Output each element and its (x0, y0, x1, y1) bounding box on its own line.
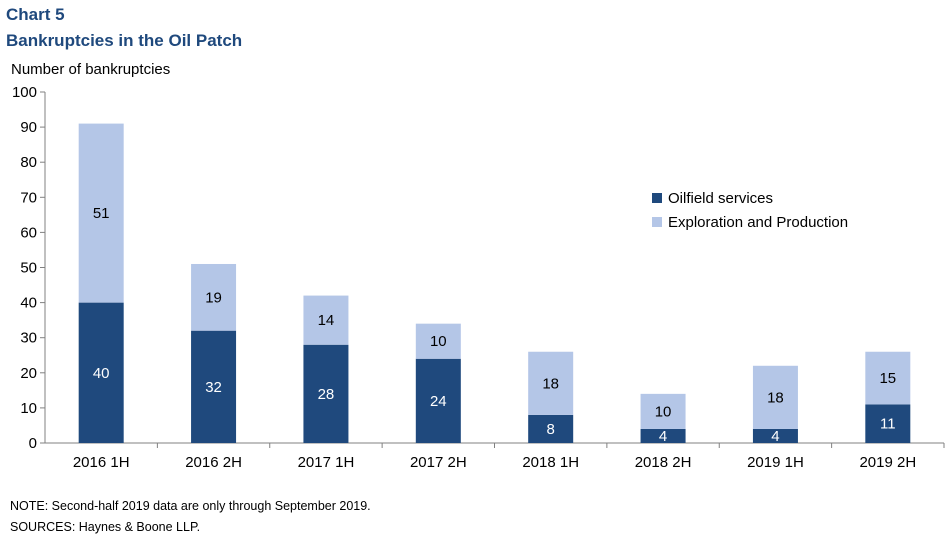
bar-exploration-production (78, 123, 124, 303)
bar-oilfield-services (752, 428, 798, 443)
bar-exploration-production (752, 365, 798, 429)
data-label-oilfield: 11 (880, 416, 896, 433)
bar-exploration-production (303, 295, 349, 345)
data-label-exploration: 19 (205, 289, 222, 306)
x-tick-label: 2016 1H (73, 454, 130, 471)
data-label-oilfield: 40 (93, 365, 110, 382)
data-label-oilfield: 28 (318, 386, 335, 403)
bar-oilfield-services (865, 404, 911, 443)
bar-oilfield-services (415, 358, 461, 443)
x-tick-label: 2017 1H (298, 454, 355, 471)
y-axis-label: Number of bankruptcies (11, 61, 171, 78)
y-tick-label: 60 (20, 224, 37, 241)
legend: Oilfield services Exploration and Produc… (652, 186, 848, 234)
x-tick-label: 2019 2H (859, 454, 916, 471)
bar-exploration-production (640, 393, 686, 429)
y-tick-label: 10 (20, 400, 37, 417)
legend-label-oilfield: Oilfield services (668, 189, 774, 207)
bar-exploration-production (865, 351, 911, 405)
data-label-exploration: 18 (542, 375, 559, 392)
bar-oilfield-services (528, 414, 574, 443)
x-tick-label: 2018 2H (635, 454, 692, 471)
y-tick-label: 70 (20, 189, 37, 206)
data-label-exploration: 18 (767, 389, 784, 406)
data-label-exploration: 51 (93, 205, 110, 222)
x-tick-label: 2019 1H (747, 454, 804, 471)
bar-exploration-production (415, 323, 461, 359)
bar-oilfield-services (191, 330, 237, 443)
chart-label: Chart 5 (6, 5, 65, 24)
x-tick-label: 2018 1H (522, 454, 579, 471)
x-tick-label: 2016 2H (185, 454, 242, 471)
bar-oilfield-services (303, 344, 349, 443)
data-label-oilfield: 4 (659, 428, 667, 445)
bar-exploration-production (191, 263, 237, 331)
y-tick-label: 30 (20, 330, 37, 347)
chart-note: NOTE: Second-half 2019 data are only thr… (10, 499, 371, 513)
legend-item-exploration: Exploration and Production (652, 210, 848, 234)
x-tick-label: 2017 2H (410, 454, 467, 471)
y-tick-label: 80 (20, 154, 37, 171)
data-label-exploration: 14 (318, 312, 335, 329)
data-label-oilfield: 24 (430, 393, 447, 410)
data-label-oilfield: 32 (205, 379, 222, 396)
bar-oilfield-services (640, 428, 686, 443)
data-label-exploration: 15 (879, 370, 896, 387)
y-tick-label: 100 (12, 84, 37, 101)
chart-source: SOURCES: Haynes & Boone LLP. (10, 520, 201, 534)
legend-swatch-oilfield (652, 193, 662, 203)
data-label-oilfield: 4 (771, 428, 779, 445)
y-tick-label: 20 (20, 365, 37, 382)
data-label-exploration: 10 (655, 403, 672, 420)
bar-oilfield-services (78, 302, 124, 443)
y-tick-label: 90 (20, 119, 37, 136)
legend-swatch-exploration (652, 217, 662, 227)
y-tick-label: 50 (20, 260, 37, 277)
bar-exploration-production (528, 351, 574, 415)
legend-label-exploration: Exploration and Production (668, 213, 849, 231)
legend-item-oilfield: Oilfield services (652, 186, 848, 210)
data-label-oilfield: 8 (547, 421, 555, 438)
chart-title: Bankruptcies in the Oil Patch (6, 31, 243, 50)
data-label-exploration: 10 (430, 333, 447, 350)
y-tick-label: 0 (29, 435, 37, 452)
y-tick-label: 40 (20, 295, 37, 312)
